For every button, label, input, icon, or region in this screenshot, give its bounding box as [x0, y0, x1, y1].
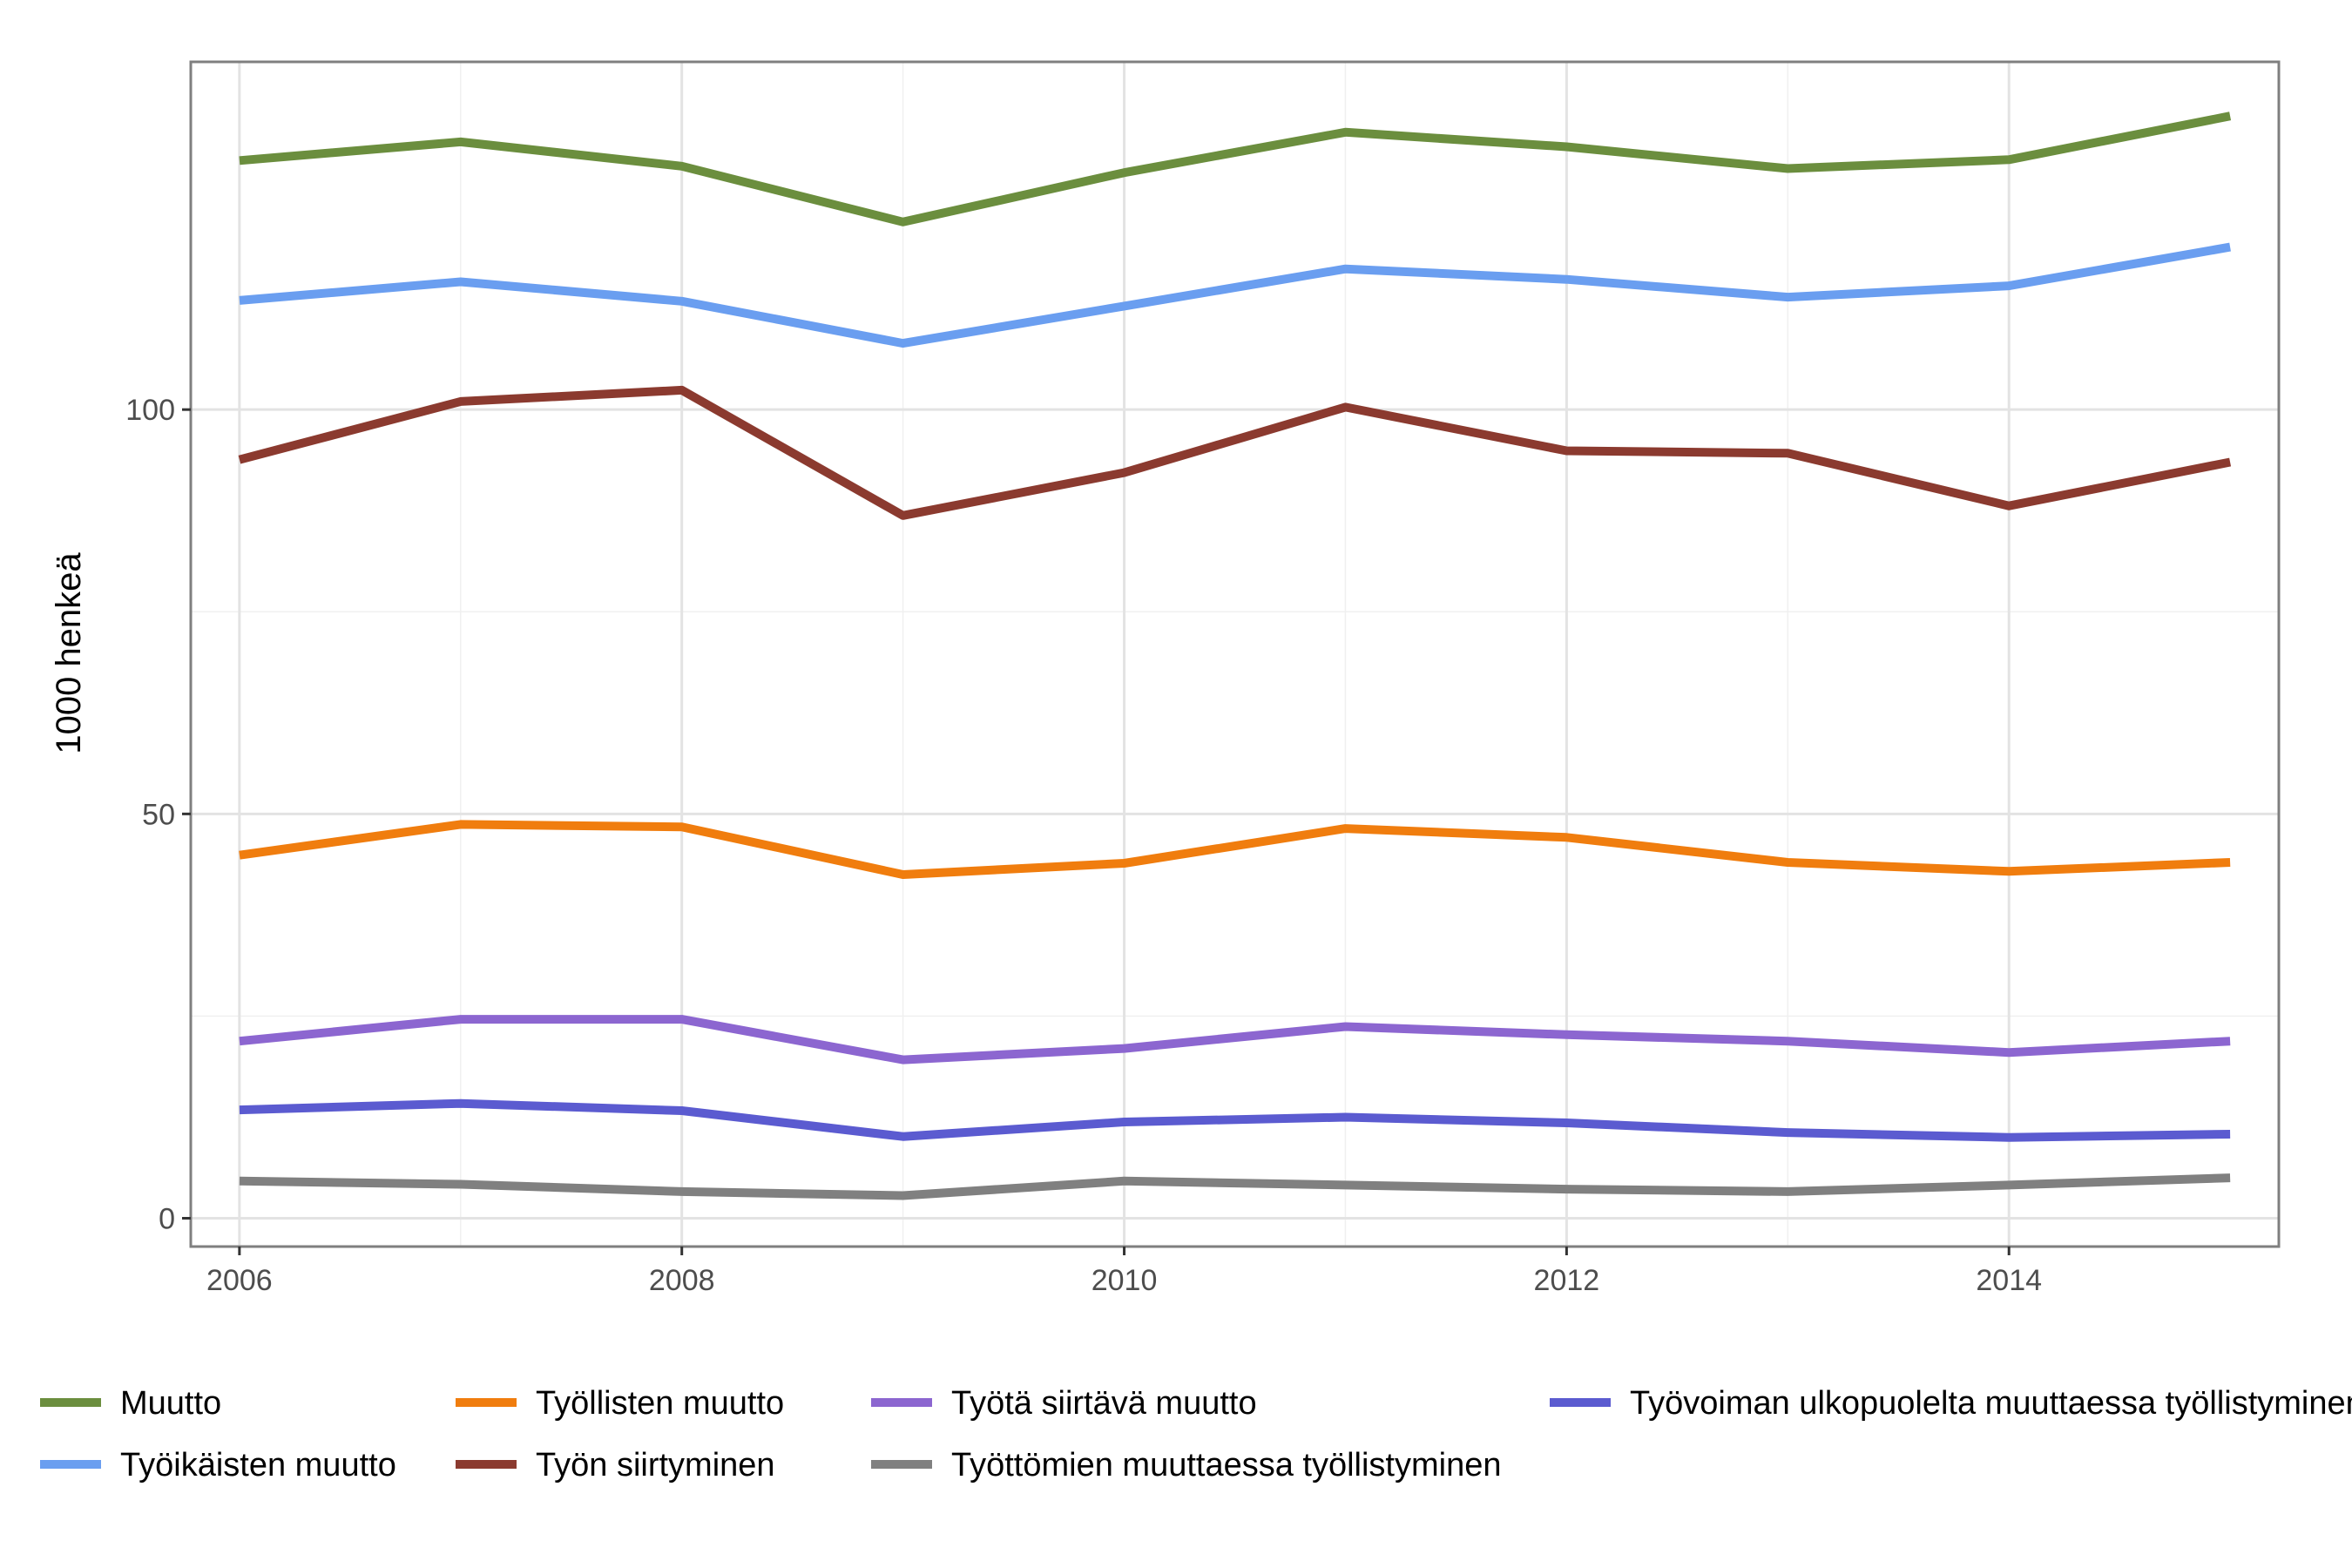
legend-label-2: Työikäisten muutto — [120, 1447, 396, 1484]
y-tick-label: 0 — [159, 1203, 175, 1236]
legend-label-5: Työtä siirtävä muutto — [951, 1385, 1257, 1422]
series-line-5 — [239, 1015, 2231, 1064]
series-line-3 — [239, 820, 2231, 879]
series-line-7 — [239, 1098, 2231, 1142]
x-tick-label: 2006 — [206, 1264, 273, 1297]
x-tick-label: 2010 — [1092, 1264, 1158, 1297]
series-lines — [238, 112, 2232, 1200]
plot-panel-border — [189, 60, 2281, 1248]
legend-label-3: Työllisten muutto — [536, 1385, 784, 1422]
series-line-6 — [239, 1173, 2231, 1200]
legend-label-4: Työn siirtyminen — [536, 1447, 775, 1484]
legend-label-1: Muutto — [120, 1385, 221, 1422]
y-tick-label: 100 — [125, 394, 175, 427]
x-axis: 2006 2008 2010 2012 2014 — [206, 1247, 2042, 1297]
x-tick-label: 2014 — [1976, 1264, 2042, 1297]
x-tick-label: 2012 — [1534, 1264, 1600, 1297]
y-axis-title: 1000 henkeä — [50, 552, 88, 754]
y-axis: 0 50 100 — [125, 394, 191, 1236]
series-line-4 — [238, 385, 2232, 520]
legend-label-7: Työvoiman ulkopuolelta muuttaessa työlli… — [1630, 1385, 2352, 1422]
series-line-1 — [239, 112, 2232, 226]
y-tick-label: 50 — [142, 798, 175, 831]
legend: Muutto Työikäisten muutto Työllisten muutt… — [40, 1385, 2352, 1484]
series-line-2 — [239, 242, 2231, 348]
x-tick-label: 2008 — [649, 1264, 715, 1297]
legend-label-6: Työttömien muuttaessa työllistyminen — [951, 1447, 1502, 1484]
gridlines — [191, 62, 2279, 1247]
